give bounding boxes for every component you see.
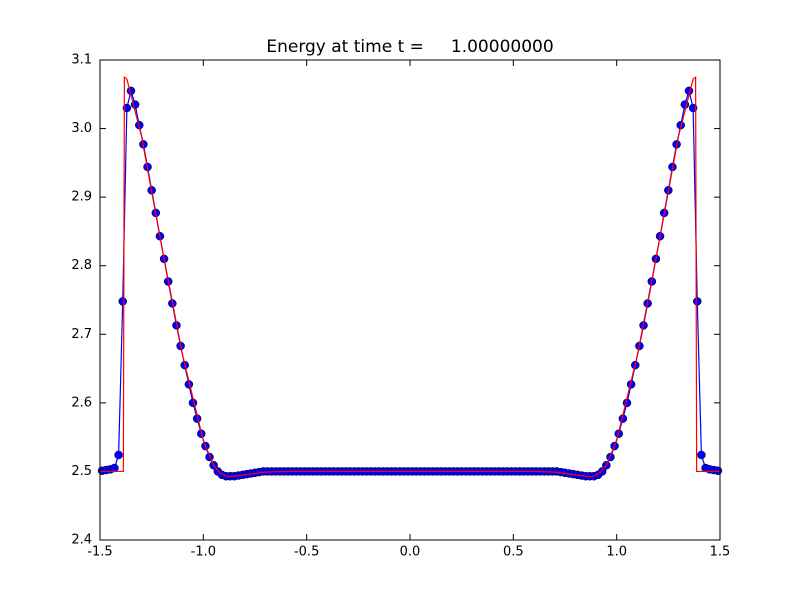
data-point: [110, 463, 119, 473]
plot-frame: [99, 59, 721, 541]
x-tick-label: -1.0: [191, 545, 216, 560]
x-tick-label: 1.5: [710, 545, 731, 560]
y-tick-label: 3.1: [71, 53, 92, 68]
x-tick-label: 1.0: [606, 545, 627, 560]
data-point: [697, 450, 706, 460]
x-tick-label: 0.0: [400, 545, 421, 560]
y-tick-label: 2.5: [71, 464, 92, 479]
data-point: [118, 297, 127, 306]
chart-title: Energy at time t = 1.00000000: [266, 37, 553, 57]
y-tick-label: 3.0: [71, 121, 92, 136]
y-tick-label: 2.6: [71, 395, 92, 410]
series-line: [100, 75, 720, 478]
y-tick-label: 2.4: [71, 533, 92, 548]
y-tick-label: 2.9: [71, 190, 92, 205]
x-tick-label: 0.5: [503, 545, 524, 560]
data-point: [693, 297, 702, 306]
x-tick-label: -1.5: [87, 545, 112, 560]
x-tick-label: -0.5: [294, 545, 319, 560]
data-point: [114, 450, 123, 460]
data-point: [713, 466, 723, 475]
y-tick-label: 2.8: [71, 258, 92, 273]
y-tick-label: 2.7: [71, 327, 92, 342]
